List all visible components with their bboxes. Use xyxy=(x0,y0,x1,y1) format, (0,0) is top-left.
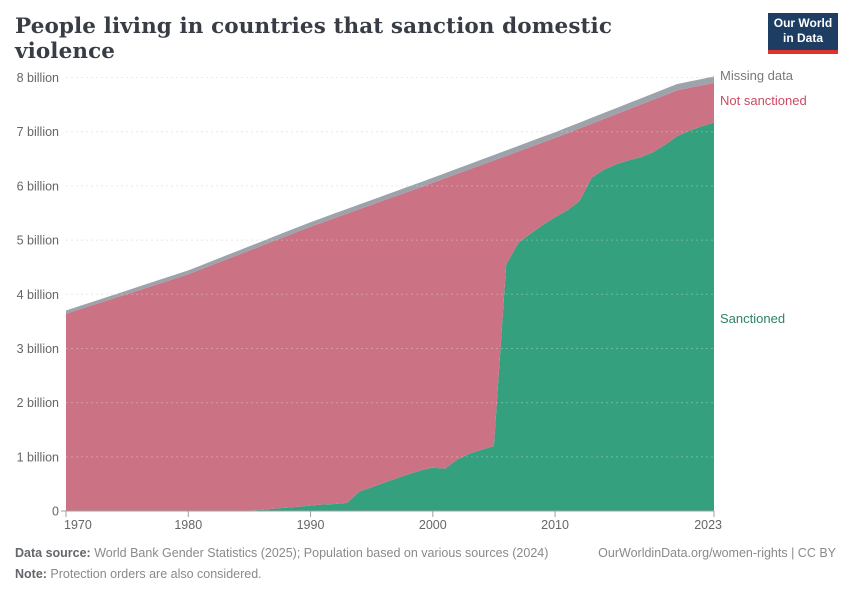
y-tick-label: 4 billion xyxy=(17,288,59,302)
y-tick-label: 8 billion xyxy=(17,71,59,85)
logo-line2: in Data xyxy=(782,31,823,45)
legend-missing-data[interactable]: Missing data xyxy=(720,68,793,83)
area-chart-canvas[interactable]: 1970 1980 1990 2000 2010 2023 0 1 billion 2 bill… xyxy=(0,0,850,540)
y-tick-label: 1 billion xyxy=(17,450,59,464)
y-tick-label: 3 billion xyxy=(17,342,59,356)
page-title: People living in countries that sanction… xyxy=(15,14,613,64)
y-tick-label: 0 xyxy=(52,505,59,519)
note-text: Protection orders are also considered. xyxy=(46,567,262,581)
legend-not-sanctioned[interactable]: Not sanctioned xyxy=(720,93,807,108)
data-source-text: World Bank Gender Statistics (2025); Pop… xyxy=(90,546,549,560)
owid-logo[interactable]: Our World in Data xyxy=(768,13,838,54)
note-label: Note: xyxy=(15,567,47,581)
chart-footer: Data source: World Bank Gender Statistic… xyxy=(15,546,836,581)
y-tick-label: 2 billion xyxy=(17,396,59,410)
legend-sanctioned[interactable]: Sanctioned xyxy=(720,311,786,326)
owid-link[interactable]: OurWorldinData.org/women-rights | CC BY xyxy=(598,546,836,560)
x-tick-label: 2000 xyxy=(419,518,447,532)
x-tick-label: 1970 xyxy=(64,518,92,532)
x-tick-label: 2023 xyxy=(694,518,722,532)
x-tick-label: 1990 xyxy=(297,518,325,532)
x-tick-label: 2010 xyxy=(541,518,569,532)
y-tick-label: 5 billion xyxy=(17,234,59,248)
area-missing-data[interactable] xyxy=(66,76,714,314)
data-source-line: Data source: World Bank Gender Statistic… xyxy=(15,546,548,560)
y-tick-label: 7 billion xyxy=(17,125,59,139)
area-sanctioned[interactable] xyxy=(66,122,714,512)
data-source-label: Data source: xyxy=(15,546,91,560)
area-not-sanctioned[interactable] xyxy=(66,82,714,512)
y-tick-label: 6 billion xyxy=(17,179,59,193)
logo-line1: Our World xyxy=(773,16,833,30)
x-tick-label: 1980 xyxy=(174,518,202,532)
